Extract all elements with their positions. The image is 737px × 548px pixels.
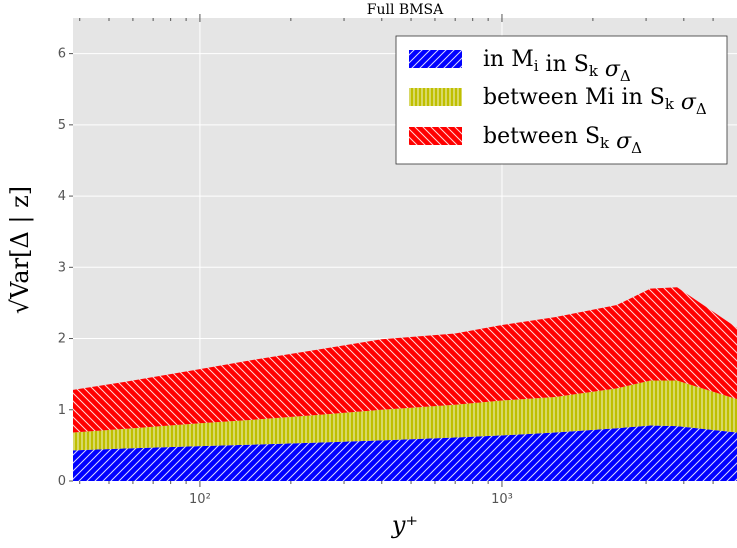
y-tick-label: 0: [58, 474, 66, 489]
x-tick-label: 10²: [189, 492, 211, 507]
legend-swatch-between-sk: [409, 127, 462, 145]
legend-swatch-between-mi-in-sk: [409, 88, 462, 106]
y-axis-title: √Var[Δ | z]: [6, 186, 35, 314]
y-tick-label: 3: [58, 260, 66, 275]
x-tick-label: 10³: [491, 492, 513, 507]
y-tick-label: 5: [58, 118, 66, 133]
y-tick-label: 1: [58, 403, 66, 418]
x-axis: 10² 10³: [79, 14, 714, 507]
legend-label: in Mi in Sk σΔ: [483, 47, 631, 85]
y-tick-label: 6: [58, 47, 66, 62]
chart-title: Full BMSA: [367, 2, 444, 18]
y-axis: 0 1 2 3 4 5 6: [58, 47, 73, 489]
y-tick-label: 2: [58, 332, 66, 347]
y-tick-label: 4: [58, 189, 66, 204]
legend-label: between Mi in Sk σΔ: [483, 85, 707, 118]
area-between-sk: [73, 287, 737, 433]
legend-swatch-in-mi-in-sk: [409, 50, 462, 68]
area-between-mi-in-sk: [73, 380, 737, 451]
x-axis-title: y⁺: [391, 511, 418, 539]
area-in-mi-in-sk: [73, 425, 737, 481]
legend-label: between Sk σΔ: [483, 124, 642, 157]
area-layers: [73, 287, 737, 481]
